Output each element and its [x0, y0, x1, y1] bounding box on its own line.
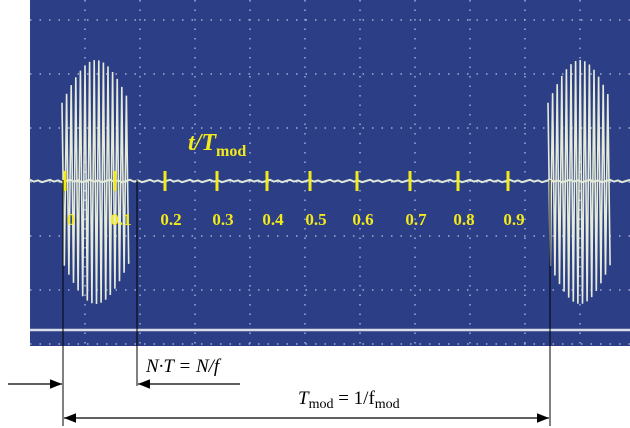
scope-grid — [30, 0, 630, 346]
baseline-trace — [29, 178, 630, 184]
tick-label: 0.2 — [160, 210, 181, 229]
time-ticks: 0 0.1 0.2 0.3 0.4 0.5 0.6 0.7 0.8 0.9 — [63, 171, 525, 229]
scope-traces — [29, 59, 630, 332]
tick-label: 0.6 — [352, 210, 373, 229]
burst — [547, 59, 611, 304]
tick-label: 0.3 — [212, 210, 233, 229]
mod-period-label: Tmod = 1/fmod — [298, 388, 400, 412]
tick-label: 0.8 — [453, 210, 474, 229]
tick-label: 0.4 — [262, 210, 284, 229]
tick-label: 0.1 — [110, 210, 131, 229]
tick-label: 0.7 — [405, 210, 427, 229]
period-label: N·T = N/f — [145, 356, 222, 377]
burst — [61, 60, 130, 305]
scope-screen — [30, 0, 630, 346]
tick-label: 0 — [67, 210, 76, 229]
annotations — [8, 180, 551, 426]
axis-title: t/Tmod — [188, 130, 246, 160]
tick-label: 0.5 — [305, 210, 326, 229]
tick-label: 0.9 — [503, 210, 524, 229]
